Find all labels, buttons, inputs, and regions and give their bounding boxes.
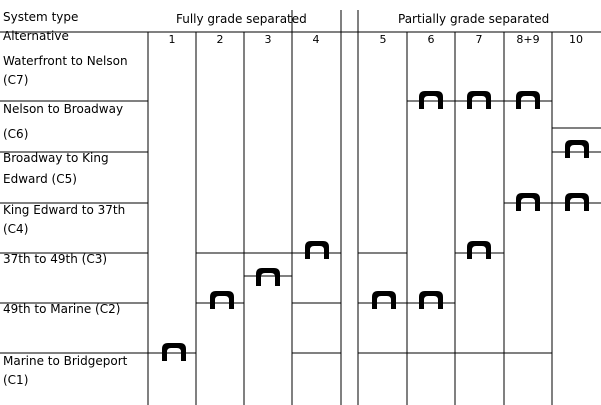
segment-c1-line2: (C1) bbox=[3, 373, 29, 387]
alternative-label: Alternative bbox=[3, 29, 69, 43]
alternative-2: 2 bbox=[216, 33, 224, 46]
tunnel-portal-icon bbox=[256, 268, 280, 286]
tunnel-portal-icon bbox=[305, 241, 329, 259]
tunnel-portal-icon bbox=[419, 291, 443, 309]
tunnel-portal-icon bbox=[419, 91, 443, 109]
alternative-4: 4 bbox=[312, 33, 320, 46]
segment-c6-line2: (C6) bbox=[3, 127, 29, 141]
tunnel-portal-icon bbox=[467, 241, 491, 259]
segment-c7-line1: Waterfront to Nelson bbox=[3, 54, 128, 68]
tunnel-portal-icon bbox=[210, 291, 234, 309]
segment-c2-line1: 49th to Marine (C2) bbox=[3, 302, 121, 316]
group-fully-grade-separated: Fully grade separated bbox=[176, 12, 307, 26]
segment-c3-line1: 37th to 49th (C3) bbox=[3, 252, 108, 266]
segment-c7-line2: (C7) bbox=[3, 73, 29, 87]
alternative-10: 10 bbox=[569, 33, 583, 46]
tunnel-portal-icon bbox=[467, 91, 491, 109]
system-type-label: System type bbox=[3, 10, 79, 24]
alternative-8-9: 8+9 bbox=[516, 33, 540, 46]
segment-c5-line1: Broadway to King bbox=[3, 151, 109, 165]
tunnel-portal-icon bbox=[162, 343, 186, 361]
segment-c6-line1: Nelson to Broadway bbox=[3, 102, 124, 116]
segment-c1-line1: Marine to Bridgeport bbox=[3, 354, 128, 368]
alternative-1: 1 bbox=[168, 33, 176, 46]
segment-c4-line1: King Edward to 37th bbox=[3, 203, 126, 217]
tunnel-portal-icon bbox=[565, 140, 589, 158]
alternative-7: 7 bbox=[475, 33, 483, 46]
group-partially-grade-separated: Partially grade separated bbox=[398, 12, 550, 26]
tunnel-portal-icon bbox=[516, 91, 540, 109]
tunnel-portal-icon bbox=[372, 291, 396, 309]
alternative-6: 6 bbox=[427, 33, 435, 46]
tunnel-portal-icon bbox=[565, 193, 589, 211]
alternative-5: 5 bbox=[379, 33, 387, 46]
tunnel-portal-icon bbox=[516, 193, 540, 211]
segment-c4-line2: (C4) bbox=[3, 222, 29, 236]
segment-c5-line2: Edward (C5) bbox=[3, 172, 77, 186]
alternative-3: 3 bbox=[264, 33, 272, 46]
